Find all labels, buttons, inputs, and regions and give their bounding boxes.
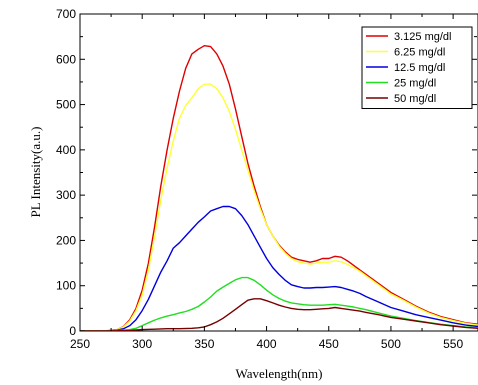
y-tick-label: 400 bbox=[56, 143, 76, 157]
x-tick-label: 550 bbox=[443, 337, 463, 351]
x-axis-title: Wavelength(nm) bbox=[235, 366, 322, 381]
y-tick-label: 700 bbox=[56, 7, 76, 21]
x-tick-label: 300 bbox=[132, 337, 152, 351]
series-line-2 bbox=[80, 83, 478, 331]
legend: 3.125 mg/dl 6.25 mg/dl 12.5 mg/dl 25 mg/dl 5… bbox=[361, 26, 473, 109]
y-tick-label: 300 bbox=[56, 188, 76, 202]
series-line-3 bbox=[80, 205, 478, 331]
x-tick-label: 400 bbox=[257, 337, 277, 351]
legend-label: 6.25 mg/dl bbox=[394, 47, 445, 59]
legend-label: 25 mg/dl bbox=[394, 78, 436, 90]
y-tick-label: 500 bbox=[56, 98, 76, 112]
y-tick-label: 200 bbox=[56, 233, 76, 247]
y-axis-title: PL Intensity(a.u.) bbox=[28, 127, 43, 218]
y-tick-label: 600 bbox=[56, 52, 76, 66]
legend-label: 3.125 mg/dl bbox=[394, 31, 451, 43]
x-tick-label: 500 bbox=[381, 337, 401, 351]
legend-label: 12.5 mg/dl bbox=[394, 62, 445, 74]
series-line-5 bbox=[80, 298, 478, 331]
y-tick-label: 0 bbox=[69, 324, 76, 338]
series-layer bbox=[80, 45, 478, 331]
x-tick-label: 450 bbox=[319, 337, 339, 351]
legend-label: 50 mg/dl bbox=[394, 93, 436, 105]
series-line-4 bbox=[80, 276, 478, 331]
x-tick-label: 350 bbox=[194, 337, 214, 351]
axes-layer: 250 300 350 400 450 500 550 0 100 200 300 400 500 600… bbox=[56, 7, 477, 351]
y-tick-label: 100 bbox=[56, 279, 76, 293]
x-tick-label: 250 bbox=[70, 337, 90, 351]
